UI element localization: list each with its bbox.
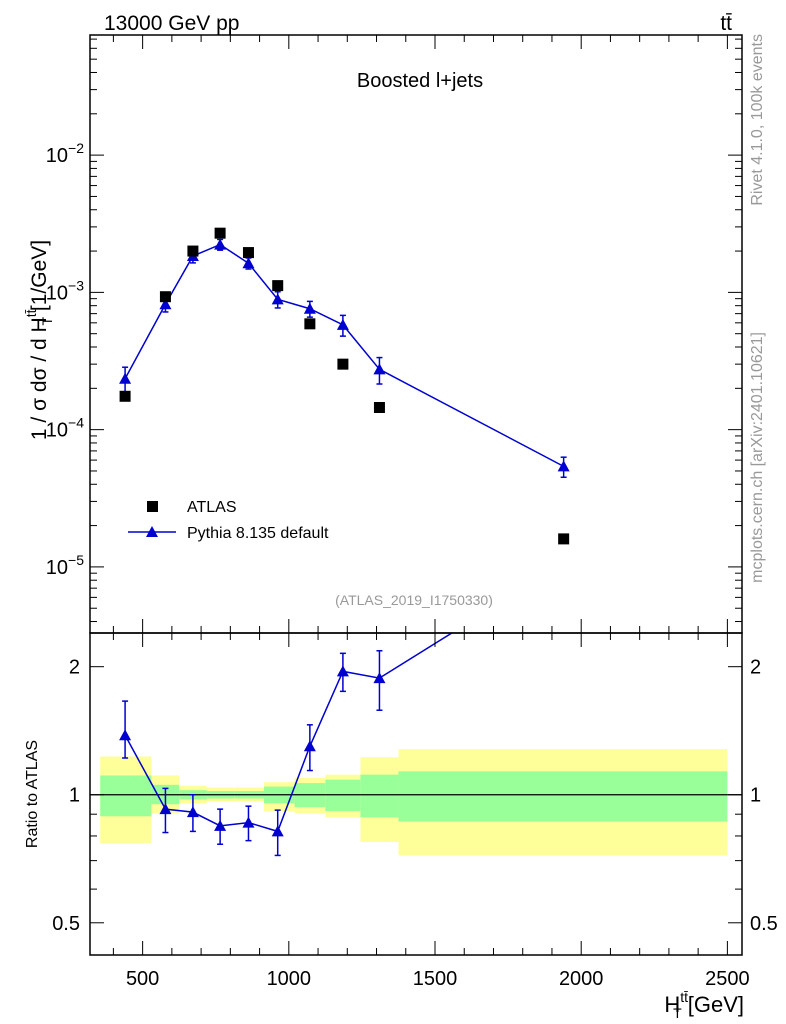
main-frame (89, 34, 743, 634)
ratio-point (159, 803, 172, 815)
main-y-tick-label: 10−2 (46, 140, 84, 167)
ratio-point (186, 806, 199, 818)
atlas-point (304, 318, 316, 330)
ratio-band-inner (398, 771, 728, 822)
atlas-point (214, 227, 226, 239)
pythia-line (124, 243, 564, 468)
ratio-point (271, 825, 284, 837)
main-series (119, 227, 570, 545)
ratio-point (558, 557, 570, 568)
atlas-point (558, 533, 570, 545)
atlas-point (272, 280, 284, 292)
pythia-point (557, 460, 570, 472)
legend: ATLAS Pythia 8.135 default (128, 499, 329, 542)
ratio-point (119, 729, 132, 741)
ratio-line (124, 633, 454, 833)
svg-text:Htt̄T [GeV]: Htt̄ T [GeV] (664, 989, 744, 1021)
analysis-id-label: (ATLAS_2019_I1750330) (335, 592, 493, 608)
x-tick-label: 1500 (413, 968, 458, 990)
ratio-series-clipped (119, 557, 570, 857)
mcplots-label: mcplots.cern.ch [arXiv:2401.10621] (749, 332, 766, 583)
ratio-axis-ticks: 0.5 0.51 12 2500 1000 1500 2000 2500 (52, 633, 778, 990)
ratio-y-tick-label: 2 (69, 657, 80, 679)
ratio-y-axis-title: Ratio to ATLAS (24, 740, 41, 848)
collision-energy-label: 13000 GeV pp (104, 12, 239, 35)
ratio-point (373, 672, 386, 684)
pythia-point (373, 363, 386, 375)
atlas-point (373, 401, 385, 413)
ratio-band-inner (360, 774, 399, 818)
rivet-version-label: Rivet 4.1.0, 100k events (749, 34, 766, 206)
ratio-point (214, 819, 227, 831)
pythia-point (214, 238, 227, 250)
main-y-axis-title: 1 / σ dσ / d Htt̄T [1/GeV] (23, 240, 55, 440)
ratio-y-tick-label-right: 0.5 (750, 913, 778, 935)
ratio-band-inner (100, 775, 152, 817)
ratio-band-inner (325, 779, 361, 812)
ratio-y-tick-label: 1 (69, 785, 80, 807)
x-tick-label: 2000 (559, 968, 604, 990)
x-tick-label: 500 (126, 968, 159, 990)
main-axis-ticks: 10−5 10−4 10−3 10−2 (46, 35, 742, 633)
pythia-point (119, 372, 132, 384)
ratio-uncertainty-bands (100, 749, 728, 856)
legend-label-pythia: Pythia 8.135 default (187, 525, 329, 542)
main-y-tick-label: 10−4 (46, 415, 84, 442)
ratio-point (336, 665, 349, 677)
x-axis-title: Htt̄ T [GeV] (664, 989, 744, 1021)
x-tick-label: 2500 (705, 968, 750, 990)
atlas-point (337, 358, 349, 370)
main-y-tick-label: 10−5 (46, 552, 84, 579)
ratio-y-tick-label-right: 1 (750, 785, 761, 807)
ratio-series (119, 557, 570, 857)
pythia-point (303, 302, 316, 314)
pythia-point (242, 257, 255, 269)
legend-label-atlas: ATLAS (187, 499, 237, 516)
pythia-point (271, 293, 284, 305)
chart-title: Boosted l+jets (357, 70, 483, 92)
ratio-y-tick-label-right: 2 (750, 657, 761, 679)
pythia-point (336, 318, 349, 330)
svg-text:1 / σ dσ / d Htt̄T [1/GeV]: 1 / σ dσ / d Htt̄T [1/GeV] (23, 240, 55, 440)
main-y-tick-label: 10−3 (46, 277, 84, 304)
legend-marker-pythia (146, 526, 158, 537)
atlas-point (159, 291, 171, 303)
ratio-frame (89, 632, 743, 956)
ratio-y-tick-label: 0.5 (52, 913, 80, 935)
pythia-point (159, 298, 172, 310)
main-panel: 10−5 10−4 10−3 10−2 Boosted l+jets (ATLAS_2… (23, 34, 743, 634)
ratio-panel: 0.5 0.51 12 2500 1000 1500 2000 2500 Ratio to A… (24, 557, 778, 1021)
ratio-point (303, 740, 316, 752)
legend-marker-atlas (147, 501, 158, 512)
atlas-point (187, 245, 199, 257)
x-tick-label: 1000 (267, 968, 312, 990)
atlas-point (119, 390, 131, 402)
ratio-point (242, 816, 255, 828)
process-label: tt̄ (720, 12, 732, 35)
atlas-point (242, 247, 254, 259)
